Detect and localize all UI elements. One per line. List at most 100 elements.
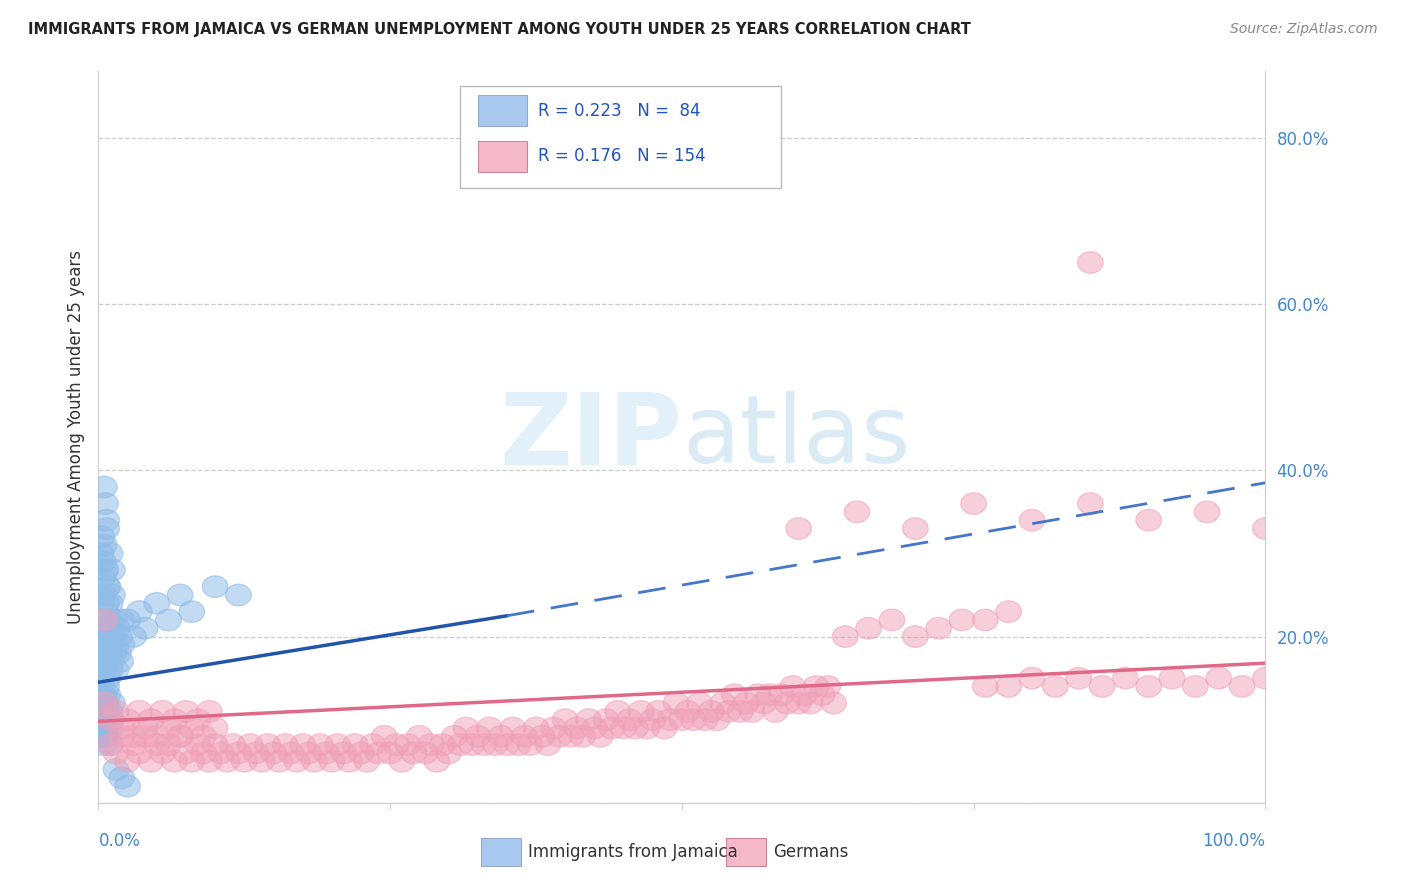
Ellipse shape [93,717,118,739]
Ellipse shape [115,709,141,731]
Ellipse shape [179,750,205,772]
Ellipse shape [162,709,187,731]
Ellipse shape [93,559,118,581]
Text: IMMIGRANTS FROM JAMAICA VS GERMAN UNEMPLOYMENT AMONG YOUTH UNDER 25 YEARS CORREL: IMMIGRANTS FROM JAMAICA VS GERMAN UNEMPL… [28,22,972,37]
Ellipse shape [751,692,776,714]
Text: 0.0%: 0.0% [98,832,141,850]
Ellipse shape [681,709,706,731]
Ellipse shape [575,709,602,731]
Ellipse shape [94,725,120,747]
Ellipse shape [108,650,134,673]
Ellipse shape [150,742,176,764]
Ellipse shape [308,734,333,756]
Ellipse shape [699,700,724,723]
Ellipse shape [167,725,193,747]
Ellipse shape [517,734,543,756]
Ellipse shape [219,734,246,756]
Ellipse shape [197,700,222,723]
Ellipse shape [734,692,759,714]
Y-axis label: Unemployment Among Youth under 25 years: Unemployment Among Youth under 25 years [66,250,84,624]
FancyBboxPatch shape [478,95,527,127]
Ellipse shape [471,734,496,756]
Ellipse shape [389,750,415,772]
Ellipse shape [488,725,513,747]
Ellipse shape [96,709,121,731]
Ellipse shape [93,492,118,515]
Ellipse shape [815,675,841,698]
Ellipse shape [482,734,508,756]
Ellipse shape [143,725,170,747]
Ellipse shape [91,534,117,556]
Ellipse shape [91,692,117,714]
Text: R = 0.176   N = 154: R = 0.176 N = 154 [538,147,706,165]
Ellipse shape [477,717,502,739]
Ellipse shape [501,717,526,739]
FancyBboxPatch shape [460,86,782,188]
Ellipse shape [197,750,222,772]
Ellipse shape [121,734,146,756]
Ellipse shape [745,684,770,706]
Ellipse shape [100,692,125,714]
Ellipse shape [90,684,115,706]
Ellipse shape [330,742,356,764]
Ellipse shape [96,717,122,739]
Ellipse shape [384,734,409,756]
Ellipse shape [1066,667,1091,689]
Ellipse shape [529,725,555,747]
Ellipse shape [1042,675,1069,698]
Ellipse shape [610,717,637,739]
Ellipse shape [436,742,461,764]
Ellipse shape [94,592,120,614]
Ellipse shape [97,734,122,756]
Ellipse shape [925,617,952,639]
Ellipse shape [844,501,870,523]
Ellipse shape [314,742,339,764]
Ellipse shape [89,526,115,548]
Ellipse shape [103,634,129,656]
Ellipse shape [138,709,163,731]
Ellipse shape [87,650,112,673]
Ellipse shape [97,634,122,656]
Ellipse shape [115,609,141,631]
Ellipse shape [425,750,450,772]
Ellipse shape [90,734,115,756]
Ellipse shape [775,692,800,714]
Ellipse shape [89,700,115,723]
Ellipse shape [506,734,531,756]
Ellipse shape [93,559,118,581]
Ellipse shape [96,576,121,598]
Ellipse shape [1090,675,1115,698]
Ellipse shape [108,609,135,631]
Ellipse shape [150,700,176,723]
Ellipse shape [342,734,368,756]
Ellipse shape [179,717,205,739]
Ellipse shape [1159,667,1185,689]
Ellipse shape [132,617,157,639]
Ellipse shape [1194,501,1220,523]
Ellipse shape [96,626,121,648]
Ellipse shape [101,642,127,664]
Ellipse shape [138,750,163,772]
Ellipse shape [1206,667,1232,689]
Ellipse shape [1077,492,1104,515]
Text: Germans: Germans [773,843,848,861]
Ellipse shape [100,559,125,581]
Ellipse shape [453,717,479,739]
Ellipse shape [121,725,146,747]
Text: R = 0.223   N =  84: R = 0.223 N = 84 [538,102,700,120]
Ellipse shape [121,626,146,648]
Ellipse shape [569,725,596,747]
Ellipse shape [260,742,287,764]
Ellipse shape [1136,509,1161,531]
Ellipse shape [786,692,811,714]
Ellipse shape [89,609,115,631]
Ellipse shape [803,675,830,698]
Ellipse shape [553,709,578,731]
FancyBboxPatch shape [481,838,520,866]
Ellipse shape [91,725,117,747]
Ellipse shape [336,750,363,772]
Ellipse shape [278,742,304,764]
Ellipse shape [821,692,846,714]
Ellipse shape [401,742,426,764]
Ellipse shape [605,700,630,723]
